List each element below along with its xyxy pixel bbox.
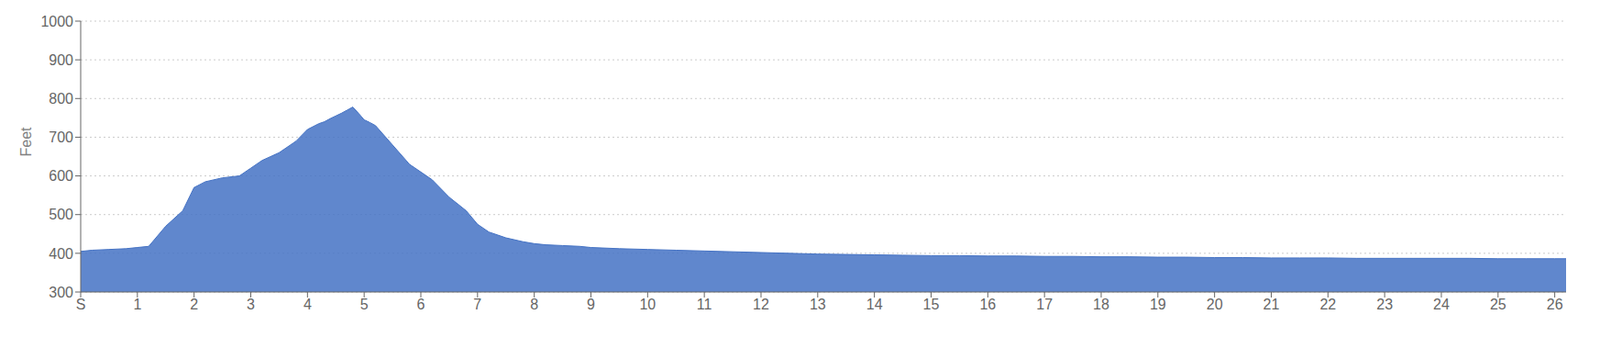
svg-text:400: 400 [48,245,74,262]
svg-text:Feet: Feet [18,126,34,157]
svg-text:21: 21 [1263,296,1280,312]
svg-text:16: 16 [979,296,996,312]
svg-text:S: S [76,296,87,312]
svg-text:5: 5 [360,296,369,312]
svg-text:15: 15 [923,296,940,312]
svg-text:24: 24 [1433,296,1450,312]
svg-text:7: 7 [473,296,482,312]
svg-text:9: 9 [586,296,596,312]
svg-text:20: 20 [1206,296,1224,312]
svg-text:500: 500 [48,206,74,222]
svg-text:18: 18 [1092,296,1110,312]
svg-text:23: 23 [1376,296,1393,312]
svg-text:17: 17 [1036,296,1053,312]
svg-text:22: 22 [1319,296,1336,312]
svg-text:1000: 1000 [40,13,74,30]
svg-text:300: 300 [48,284,74,300]
svg-text:25: 25 [1489,296,1507,312]
svg-text:14: 14 [866,296,883,312]
svg-text:700: 700 [48,129,74,145]
svg-text:8: 8 [529,296,539,312]
svg-text:12: 12 [752,296,770,312]
svg-text:3: 3 [246,296,255,312]
svg-text:26: 26 [1546,296,1564,312]
svg-text:13: 13 [809,296,827,312]
svg-text:19: 19 [1149,296,1167,312]
svg-text:4: 4 [303,296,312,312]
svg-text:6: 6 [417,296,426,312]
svg-text:10: 10 [639,296,656,312]
svg-text:11: 11 [696,296,713,312]
svg-text:2: 2 [189,296,199,312]
svg-text:600: 600 [48,167,74,184]
svg-text:800: 800 [48,90,74,107]
svg-text:900: 900 [48,52,74,68]
svg-text:1: 1 [132,296,142,312]
